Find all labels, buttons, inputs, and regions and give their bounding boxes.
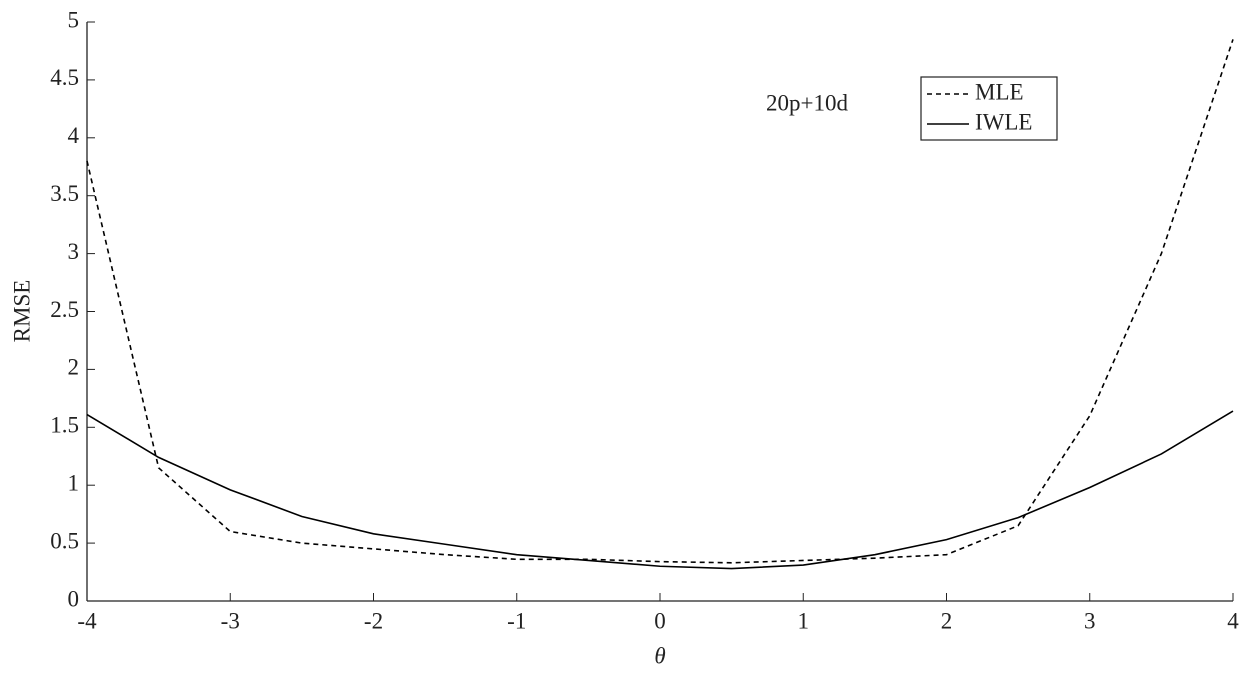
x-tick-label: -3 [221, 608, 240, 633]
y-tick-label: 2.5 [50, 297, 79, 322]
y-axis-label: RMSE [9, 280, 34, 343]
y-tick-label: 5 [68, 7, 80, 32]
x-tick-label: 1 [798, 608, 810, 633]
legend-label: IWLE [975, 109, 1032, 134]
x-axis-label: θ [654, 643, 665, 668]
y-tick-label: 3.5 [50, 181, 79, 206]
x-tick-label: 4 [1227, 608, 1239, 633]
y-tick-label: 1 [68, 470, 80, 495]
y-tick-label: 0.5 [50, 528, 79, 553]
y-tick-label: 2 [68, 355, 80, 380]
y-tick-label: 3 [68, 239, 80, 264]
y-tick-label: 0 [68, 586, 80, 611]
x-tick-label: -4 [77, 608, 97, 633]
x-tick-label: 3 [1084, 608, 1096, 633]
y-tick-label: 4 [68, 123, 80, 148]
line-series [86, 39, 1234, 564]
line-series [86, 410, 1234, 570]
x-tick-label: -2 [364, 608, 383, 633]
x-tick-label: 0 [654, 608, 666, 633]
y-tick-label: 4.5 [50, 65, 79, 90]
annotation: 20p+10d [766, 90, 848, 115]
legend-box [920, 76, 1058, 141]
legend-label: MLE [975, 79, 1024, 104]
x-tick-label: -1 [507, 608, 526, 633]
y-tick-label: 1.5 [50, 413, 79, 438]
x-tick-label: 2 [941, 608, 953, 633]
